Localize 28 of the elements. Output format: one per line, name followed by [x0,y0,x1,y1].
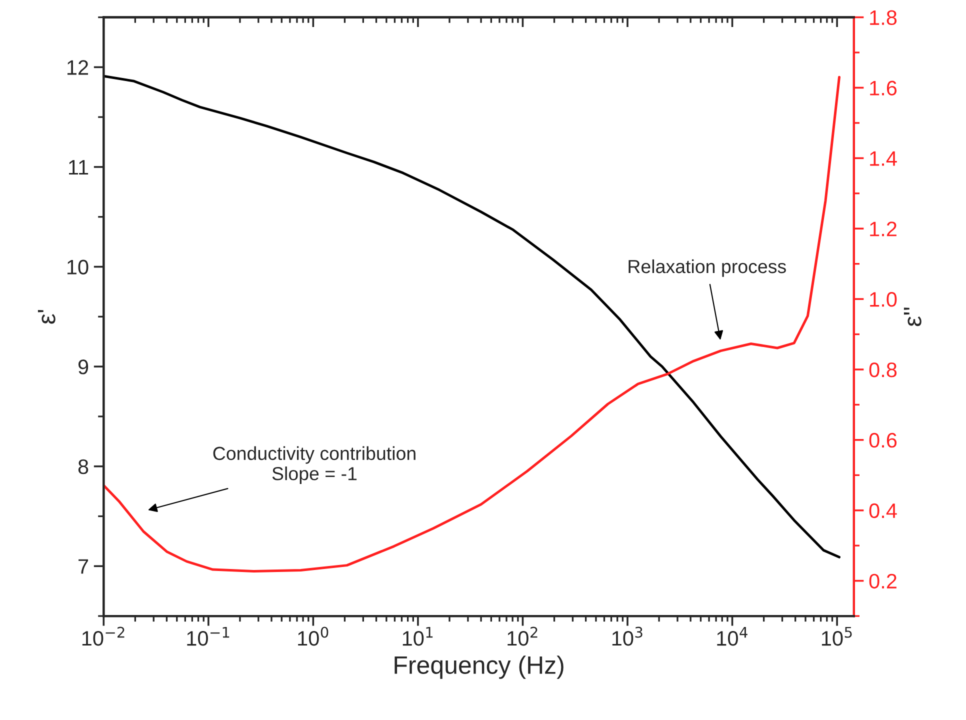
x-tick-label: 10$^{4}$ [717,626,748,646]
y2-tick-label: 0.8 [869,362,897,378]
x-tick-label: 10$^{2}$ [508,626,538,646]
y2-tick-label: 0.6 [869,432,897,448]
y2-tick-label: 1.0 [870,292,897,307]
x-tick-label: 10$^{1}$ [402,626,433,646]
y2-tick-label: 1.4 [870,151,897,166]
annotation: Conductivity contribution Slope = -1 [213,446,416,484]
y2-tick-label: 1.6 [870,80,897,96]
y2-tick-label: 1.8 [870,10,897,26]
y2-tick-label: 0.2 [869,574,896,589]
annotation: Relaxation process [628,259,786,277]
y-tick-label: 12 [67,60,88,75]
y2-tick-label: 1.2 [870,222,896,236]
x-tick-label: 10$^{0}$ [298,626,328,646]
y-tick-label: 8 [78,459,88,474]
y-tick-label: 9 [78,360,88,374]
x-tick-label: 10$^{−1}$ [187,626,230,646]
y-tick-label: 10 [67,260,88,275]
x-axis-title: Frequency (Hz) [394,656,564,679]
y-tick-label: 11 [69,160,88,175]
y-tick-label: 7 [78,559,88,574]
y2-axis-title: ε'' [904,308,922,326]
y-axis-title: ε' [38,310,56,324]
x-tick-label: 10$^{5}$ [822,626,852,646]
x-tick-label: 10$^{−2}$ [82,626,124,646]
x-tick-label: 10$^{3}$ [612,626,642,646]
y2-tick-label: 0.4 [869,503,897,518]
